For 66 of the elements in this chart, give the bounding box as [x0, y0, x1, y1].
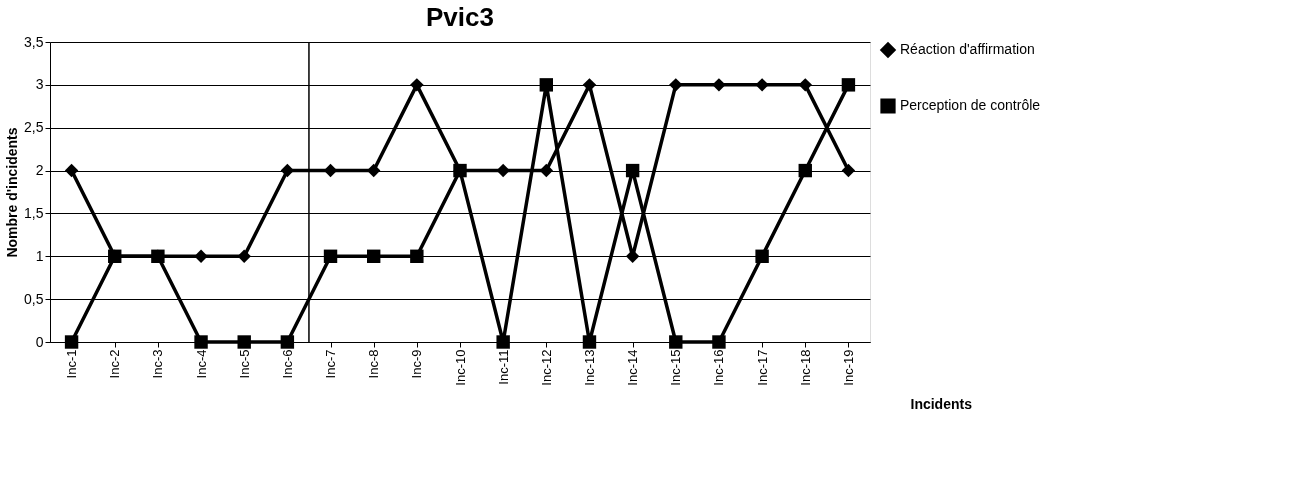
point — [496, 163, 510, 178]
point — [410, 249, 424, 263]
x-tick-label: Inc-11 — [495, 349, 511, 385]
x-tick-label: Inc-1 — [64, 349, 80, 379]
x-tick-label: Inc-19 — [840, 349, 856, 386]
x-tick-label: Inc-15 — [668, 349, 684, 386]
x-tick-label: Inc-4 — [193, 349, 209, 379]
point — [151, 249, 165, 263]
legend-label: Réaction d'affirmation — [900, 41, 1035, 57]
point — [755, 249, 769, 263]
x-tick-label: Inc-8 — [366, 349, 382, 379]
point — [712, 78, 726, 92]
point — [237, 249, 251, 263]
x-tick-label: Inc-18 — [797, 349, 813, 386]
point — [280, 335, 295, 349]
y-tick-label: 1,5 — [24, 204, 44, 221]
point — [64, 335, 79, 349]
point — [366, 163, 381, 178]
x-tick-label: Inc-10 — [452, 349, 468, 386]
point — [237, 335, 251, 349]
point — [194, 335, 208, 349]
x-tick-label: Inc-2 — [107, 349, 123, 379]
y-axis-title: Nombre d'incidents — [4, 127, 21, 258]
point — [108, 249, 122, 263]
y-tick-label: 0,5 — [24, 290, 44, 307]
point — [453, 163, 467, 178]
point — [669, 335, 683, 349]
point — [64, 163, 79, 178]
legend-label: Perception de contrôle — [900, 97, 1041, 113]
point — [539, 78, 554, 92]
y-tick-label: 1 — [35, 247, 44, 264]
point — [669, 78, 683, 92]
point — [841, 163, 856, 178]
x-tick-label: Inc-13 — [581, 349, 597, 386]
point — [582, 335, 597, 349]
point — [496, 335, 510, 349]
y-tick-label: 3,5 — [24, 33, 44, 50]
point — [194, 249, 208, 263]
point — [323, 163, 338, 178]
x-tick-label: Inc-5 — [236, 349, 252, 379]
x-tick-label: Inc-12 — [538, 349, 554, 386]
x-tick-label: Inc-14 — [625, 349, 641, 386]
point — [280, 163, 295, 178]
y-tick-label: 3 — [35, 76, 44, 93]
point — [755, 78, 769, 92]
point — [366, 249, 381, 263]
x-axis-title: Incidents — [910, 395, 973, 412]
y-tick-label: 2,5 — [24, 119, 44, 136]
x-tick-label: Inc-6 — [279, 349, 295, 379]
x-tick-label: Inc-16 — [711, 349, 727, 386]
point — [798, 78, 812, 92]
point — [539, 163, 554, 178]
point — [410, 78, 424, 92]
x-tick-label: Inc-17 — [754, 349, 770, 386]
y-tick-label: 2 — [35, 162, 44, 179]
point — [323, 249, 338, 263]
x-tick-label: Inc-9 — [409, 349, 425, 379]
point — [582, 78, 597, 92]
point — [798, 163, 812, 178]
x-tick-label: Inc-7 — [323, 349, 339, 379]
point — [625, 163, 640, 178]
chart-title: Pvic3 — [426, 2, 494, 32]
point — [712, 335, 726, 349]
point — [841, 78, 856, 92]
y-tick-label: 0 — [35, 333, 44, 350]
x-tick-label: Inc-3 — [150, 349, 166, 379]
